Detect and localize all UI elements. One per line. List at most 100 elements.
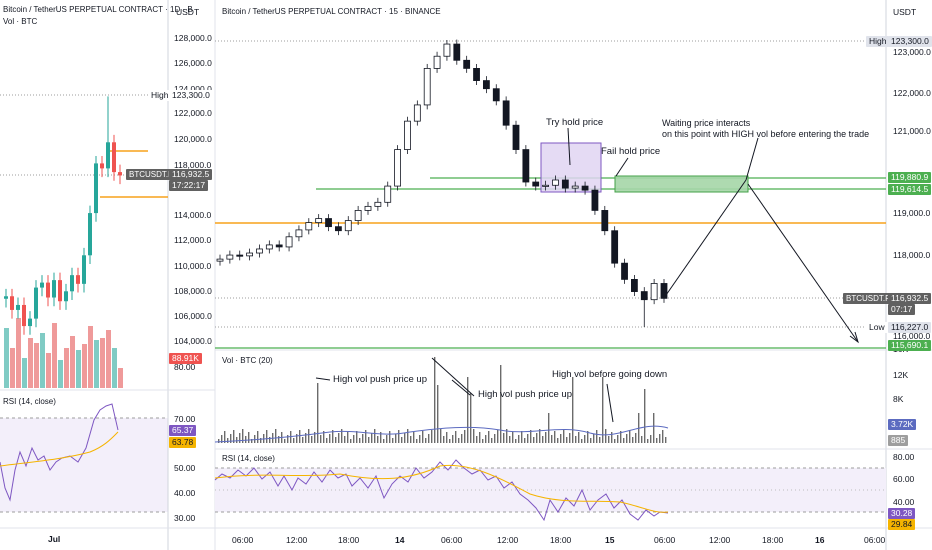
annotation-vol-down: High vol before going down — [552, 369, 668, 380]
candle-body — [601, 210, 609, 232]
price-tick: 122,000.0 — [893, 88, 931, 98]
candle-body — [631, 279, 638, 292]
rsi-ma-line — [214, 464, 669, 513]
volume-bar — [548, 413, 550, 443]
volume-bar — [449, 439, 451, 443]
left-currency-label[interactable]: USDT — [176, 7, 200, 17]
volume-bar — [653, 413, 655, 443]
candle-body — [58, 280, 62, 302]
candle-body — [591, 189, 599, 211]
volume-bar — [611, 432, 613, 443]
left-price-tick: 120,000.0 — [174, 134, 212, 144]
volume-bar — [52, 323, 57, 388]
time-tick: 18:00 — [762, 535, 784, 545]
green-level-tag-bottom: 115,690.1 — [888, 340, 932, 351]
candle-body — [571, 185, 579, 189]
volume-bar — [632, 437, 634, 443]
candle-body — [423, 68, 431, 106]
volume-bar — [662, 430, 664, 443]
volume-bar — [572, 377, 574, 443]
left-rsi-tick: 50.00 — [174, 463, 196, 473]
volume-bar — [470, 393, 472, 443]
volume-bar — [458, 438, 460, 443]
price-tick: 119,000.0 — [893, 208, 931, 218]
time-tick: 12:00 — [497, 535, 519, 545]
volume-bar — [476, 436, 478, 443]
volume-bar — [365, 430, 367, 443]
volume-bar — [644, 389, 646, 443]
left-price-tick: 108,000.0 — [174, 286, 212, 296]
annotation-fail-hold: Fail hold price — [601, 146, 661, 157]
volume-bar — [530, 430, 532, 443]
volume-bar — [404, 433, 406, 443]
volume-bar — [533, 437, 535, 443]
rsi-tick: 60.00 — [893, 474, 915, 484]
rsi-line — [214, 459, 669, 522]
candle-body — [216, 258, 224, 262]
volume-bar — [118, 368, 123, 388]
candle-body — [226, 254, 234, 260]
volume-bar — [218, 439, 220, 443]
candle-body — [453, 43, 461, 61]
volume-tick: 8K — [893, 394, 904, 404]
volume-bar — [584, 435, 586, 443]
volume-bar — [497, 430, 499, 443]
annotation-arrows — [315, 127, 859, 423]
volume-bar — [455, 431, 457, 443]
try-hold-zone[interactable] — [540, 142, 602, 193]
entry-zone[interactable] — [614, 175, 749, 193]
volume-bar — [236, 437, 238, 443]
volume-bar — [485, 435, 487, 443]
rsi-tag: 30.28 — [888, 508, 916, 519]
left-price-tick: 126,000.0 — [174, 58, 212, 68]
candle-body — [265, 244, 273, 250]
volume-bar — [482, 439, 484, 443]
candle-body — [404, 120, 411, 150]
left-price-tick: 112,000.0 — [174, 235, 212, 245]
left-rsi-tick: 80.00 — [174, 362, 196, 372]
rsi-title: RSI (14, close) — [222, 454, 275, 463]
volume-bar — [407, 429, 409, 443]
volume-bar — [500, 365, 502, 443]
rsi-tick: 80.00 — [893, 452, 915, 462]
volume-bar — [431, 430, 433, 443]
candle-body — [76, 275, 80, 284]
candle-body — [22, 304, 26, 327]
volume-bar — [377, 436, 379, 443]
time-tick: 15 — [605, 535, 615, 545]
volume-bar — [100, 338, 105, 388]
candle-body — [64, 291, 68, 302]
volume-bar — [563, 430, 565, 443]
left-candles — [4, 96, 122, 335]
candle-body — [660, 283, 668, 299]
volume-bar — [551, 435, 553, 443]
candle-body — [100, 163, 104, 169]
left-price-tick: 110,000.0 — [174, 261, 212, 271]
volume-bar — [647, 439, 649, 443]
volume-bar — [320, 435, 322, 443]
volume-bar — [257, 431, 259, 443]
candle-body — [70, 275, 74, 292]
last-price-tag: 116,932.5 — [888, 293, 932, 304]
main-currency-label[interactable]: USDT — [893, 7, 917, 17]
volume-bar — [410, 436, 412, 443]
price-tick: 116,000.0 — [893, 331, 931, 341]
volume-bar — [509, 436, 511, 443]
volume-bar — [233, 430, 235, 443]
candle-body — [522, 149, 530, 183]
volume-bar — [518, 435, 520, 443]
price-tick: 118,000.0 — [893, 250, 931, 260]
left-high-label: High — [148, 90, 172, 101]
rsi-tick: 40.00 — [893, 497, 915, 507]
volume-bar — [545, 432, 547, 443]
volume-bar — [506, 429, 508, 443]
volume-bar — [656, 438, 658, 443]
volume-bar — [614, 439, 616, 443]
left-rsi-tag: 65.37 — [169, 425, 197, 436]
volume-bar — [326, 438, 328, 443]
volume-bar — [473, 429, 475, 443]
volume-bar — [557, 438, 559, 443]
volume-tag: 885 — [888, 435, 909, 446]
volume-bar — [437, 385, 439, 443]
